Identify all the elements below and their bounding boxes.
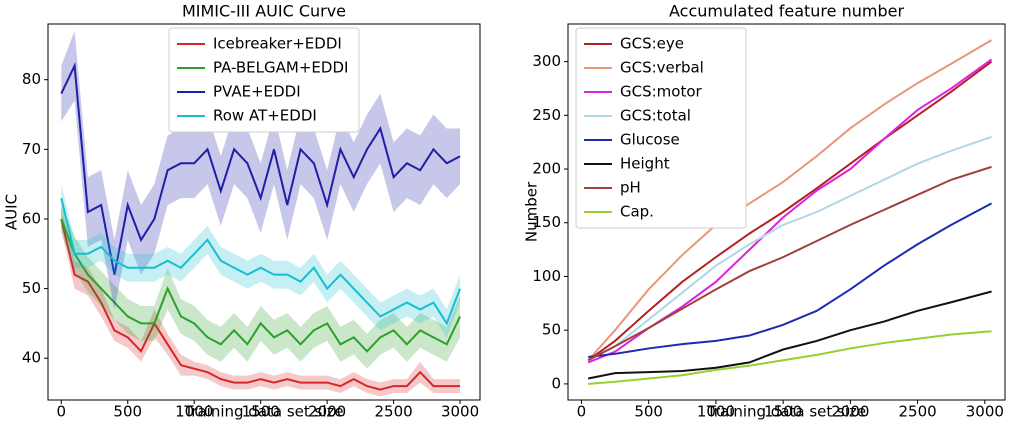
x-tick-label: 500 <box>113 403 142 421</box>
legend: GCS:eye GCS:verbal GCS:motor GCS:total Gluco… <box>575 27 747 229</box>
y-tick-label: 100 <box>532 267 561 285</box>
x-axis-label: Training data set size <box>706 403 866 421</box>
error-band <box>61 184 461 338</box>
y-tick-label: 0 <box>551 374 561 392</box>
chart-title: MIMIC-III AUIC Curve <box>182 2 346 21</box>
x-tick-label: 3000 <box>966 403 1004 421</box>
legend-label: GCS:motor <box>620 83 703 101</box>
y-tick-label: 250 <box>532 106 561 124</box>
legend-label: GCS:total <box>620 107 691 125</box>
x-tick-label: 0 <box>57 403 67 421</box>
plot-frame <box>567 23 1006 401</box>
line <box>60 62 461 275</box>
error-band <box>61 30 461 310</box>
x-tick-label: 1500 <box>242 403 280 421</box>
error-band <box>61 208 461 397</box>
line <box>587 165 992 362</box>
x-tick-label: 1500 <box>764 403 802 421</box>
legend-label: GCS:verbal <box>620 59 704 77</box>
legend-box <box>168 27 360 133</box>
y-tick-label: 40 <box>22 349 41 367</box>
line <box>588 202 993 359</box>
chart-title: Accumulated feature number <box>669 2 904 21</box>
x-tick-label: 3000 <box>441 403 479 421</box>
plot-frame <box>47 23 481 401</box>
line <box>588 330 992 385</box>
legend-label: GCS:eye <box>620 35 684 53</box>
line <box>60 197 461 326</box>
legend-label: Cap. <box>620 203 654 221</box>
line <box>587 60 993 362</box>
y-tick-label: 300 <box>532 52 561 70</box>
y-tick-label: 70 <box>22 140 41 158</box>
y-axis-label: AUIC <box>3 194 21 230</box>
legend-label: pH <box>620 179 641 197</box>
y-tick-label: 50 <box>22 279 41 297</box>
x-tick-label: 2500 <box>375 403 413 421</box>
legend-label: Height <box>620 155 670 173</box>
x-axis-label: Training data set size <box>183 403 343 421</box>
legend-label: Row AT+EDDI <box>213 107 317 125</box>
line <box>60 218 461 391</box>
x-tick-label: 2500 <box>899 403 937 421</box>
y-tick-label: 50 <box>542 321 561 339</box>
legend-label: PVAE+EDDI <box>213 83 301 101</box>
line <box>587 135 992 362</box>
x-tick-label: 500 <box>634 403 663 421</box>
x-tick-label: 1000 <box>697 403 735 421</box>
legend-label: PA-BELGAM+EDDI <box>213 59 348 77</box>
y-tick-label: 60 <box>22 209 41 227</box>
x-tick-label: 2000 <box>308 403 346 421</box>
legend-label: Glucose <box>620 131 680 149</box>
y-tick-label: 200 <box>532 160 561 178</box>
legend: Icebreaker+EDDI PA-BELGAM+EDDI PVAE+EDDI Ro… <box>168 27 360 133</box>
legend-label: Icebreaker+EDDI <box>213 35 342 53</box>
x-tick-label: 1000 <box>175 403 213 421</box>
line <box>60 218 461 353</box>
y-axis-label: Number <box>523 181 541 242</box>
error-band <box>61 205 461 369</box>
line <box>587 290 992 380</box>
legend-box <box>575 27 747 229</box>
x-tick-label: 0 <box>577 403 587 421</box>
line <box>587 39 993 361</box>
y-tick-label: 150 <box>532 213 561 231</box>
x-tick-label: 2000 <box>831 403 869 421</box>
y-tick-label: 80 <box>22 70 41 88</box>
